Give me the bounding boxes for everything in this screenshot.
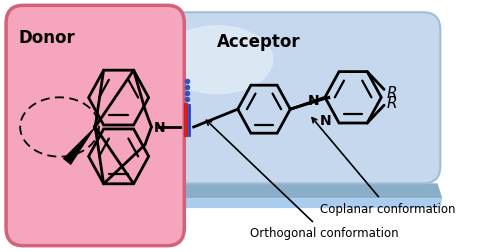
Polygon shape	[238, 86, 290, 134]
Polygon shape	[63, 128, 95, 165]
Text: N: N	[320, 114, 332, 128]
Polygon shape	[166, 184, 442, 198]
FancyBboxPatch shape	[6, 6, 184, 246]
Polygon shape	[170, 198, 442, 208]
FancyBboxPatch shape	[154, 13, 440, 184]
Polygon shape	[89, 71, 149, 125]
Text: Orthogonal conformation: Orthogonal conformation	[206, 121, 398, 239]
Text: R: R	[387, 95, 397, 110]
Text: Donor: Donor	[18, 29, 75, 47]
Text: Acceptor: Acceptor	[217, 33, 301, 51]
Polygon shape	[325, 72, 381, 123]
Text: N: N	[308, 94, 319, 108]
Text: R: R	[387, 85, 397, 101]
Polygon shape	[89, 130, 149, 184]
Ellipse shape	[161, 26, 274, 95]
Text: N: N	[153, 120, 165, 135]
Text: Coplanar conformation: Coplanar conformation	[312, 118, 456, 215]
